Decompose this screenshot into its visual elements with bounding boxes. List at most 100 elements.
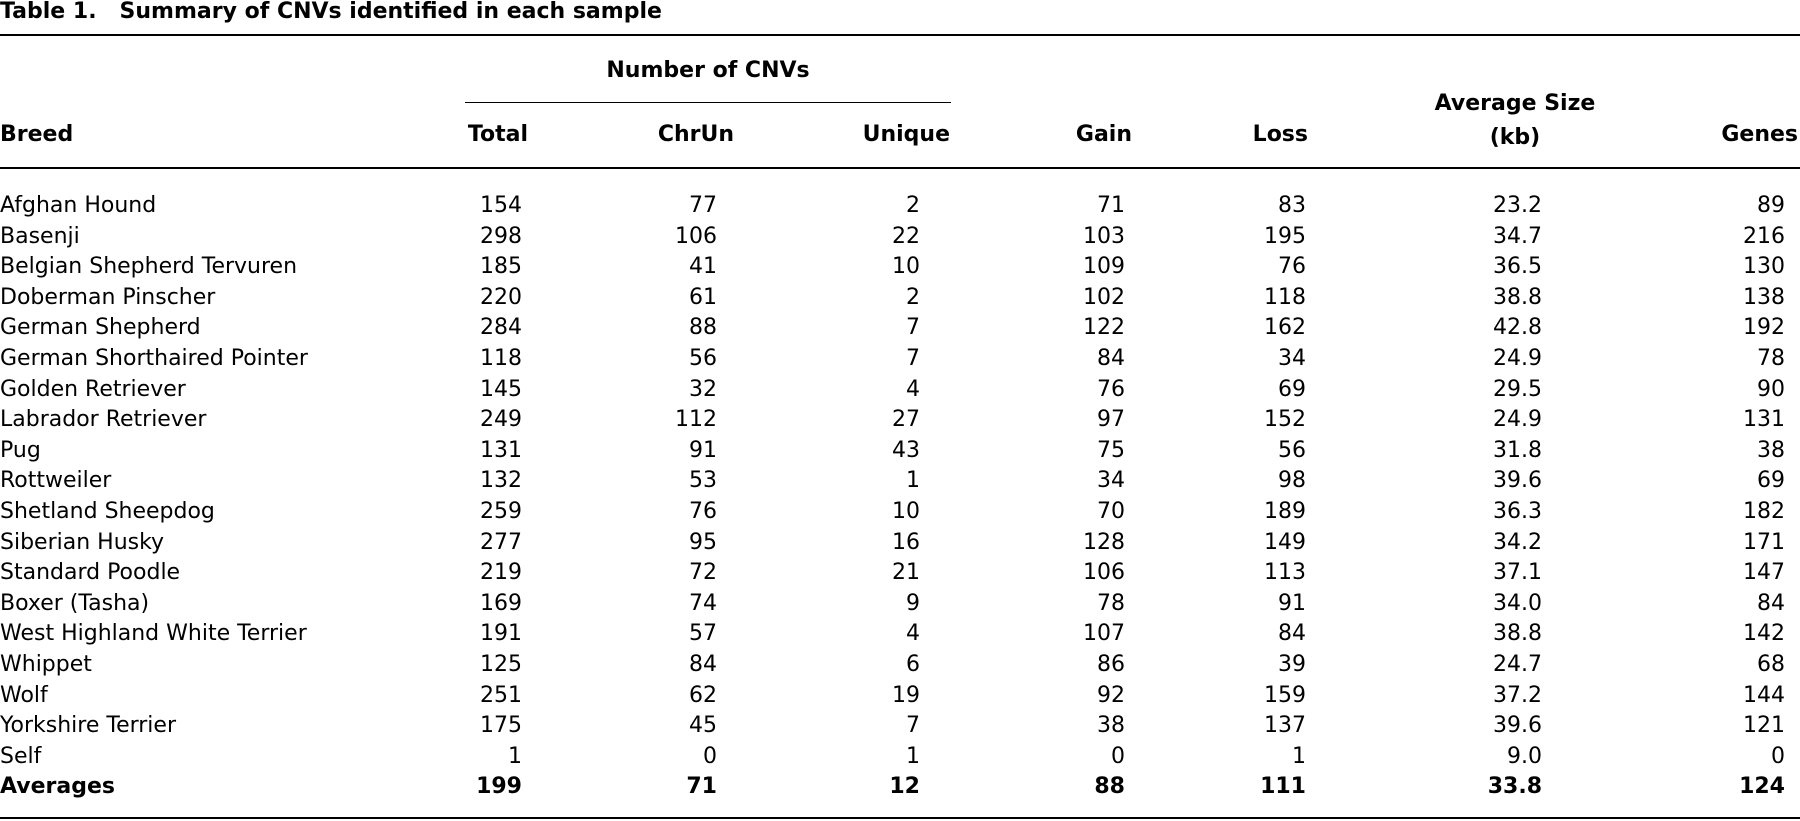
cell: 72	[689, 560, 717, 586]
cell: Doberman Pinscher	[0, 284, 216, 310]
group-header: Number of CNVs	[606, 58, 810, 83]
bottom-rule	[0, 817, 1800, 819]
column-header: Average Size (kb)	[1434, 91, 1596, 150]
cell: 128	[1083, 529, 1125, 555]
cell: Siberian Husky	[0, 529, 165, 555]
cell: 4	[906, 621, 920, 647]
cell: 70	[1097, 499, 1125, 524]
column-header: Loss	[1252, 122, 1308, 147]
cell: 34	[1278, 346, 1306, 371]
cell: 106	[675, 223, 717, 249]
cell: 69	[1757, 468, 1785, 494]
cell: 90	[1757, 376, 1785, 402]
cell: 10	[892, 254, 920, 280]
column-header: Breed	[0, 122, 74, 147]
cell: 27	[892, 407, 920, 433]
cell: 121	[1743, 713, 1785, 739]
cell: 38.8	[1493, 621, 1542, 647]
cell: 57	[689, 621, 717, 647]
cell: 111	[1260, 774, 1306, 800]
cell: 71	[686, 774, 717, 800]
cell: Basenji	[0, 223, 80, 249]
cell: 12	[889, 774, 920, 800]
column-header: Genes	[1721, 122, 1798, 147]
column-header: ChrUn	[657, 122, 734, 147]
cell: 1	[508, 743, 522, 769]
cell: 84	[1097, 346, 1125, 371]
table-label: Table 1. Summary of CNVs identified in e…	[0, 0, 662, 25]
cell: 61	[689, 284, 717, 310]
cell: 68	[1757, 652, 1785, 677]
cell: 1	[906, 468, 920, 494]
cell: 159	[1264, 682, 1306, 708]
cell: 91	[689, 437, 717, 463]
cell: Labrador Retriever	[0, 407, 207, 433]
cell: 56	[689, 346, 717, 371]
cell: 7	[906, 315, 920, 341]
cell: 34	[1097, 468, 1125, 494]
cell: Pug	[0, 437, 41, 463]
cell: 21	[892, 560, 920, 586]
cell: 24.9	[1493, 346, 1542, 371]
cell: Whippet	[0, 652, 92, 677]
table-number: Table 1.	[0, 0, 97, 24]
cell: 36.3	[1493, 499, 1542, 524]
cell: 7	[906, 346, 920, 371]
cell: 220	[480, 284, 522, 310]
cell: 38.8	[1493, 284, 1542, 310]
cell: 89	[1757, 193, 1785, 218]
cell: 132	[480, 468, 522, 494]
cell: 78	[1757, 346, 1785, 371]
cell: 84	[689, 652, 717, 677]
cell: Yorkshire Terrier	[0, 713, 176, 739]
cell: 4	[906, 376, 920, 402]
cell: 199	[476, 774, 522, 800]
cell: 45	[689, 713, 717, 739]
cell: 1	[906, 743, 920, 769]
cell: 34.7	[1493, 223, 1542, 249]
cell: Boxer (Tasha)	[0, 590, 150, 616]
cell: 109	[1083, 254, 1125, 280]
cell: 33.8	[1487, 774, 1542, 800]
cell: 39.6	[1493, 713, 1542, 739]
cell: 142	[1743, 621, 1785, 647]
cell: 98	[1278, 468, 1306, 494]
cell: 92	[1097, 682, 1125, 708]
cell: 145	[480, 376, 522, 402]
cell: 103	[1083, 223, 1125, 249]
cell: 216	[1743, 223, 1785, 249]
cell: Self	[0, 743, 42, 769]
cell: 131	[1743, 407, 1785, 433]
cell: 76	[1097, 376, 1125, 402]
cell: 32	[689, 376, 717, 402]
cell: 77	[689, 193, 717, 218]
header-rule	[0, 167, 1800, 169]
cell: 124	[1739, 774, 1785, 800]
cell: West Highland White Terrier	[0, 621, 307, 647]
cell: German Shepherd	[0, 315, 201, 341]
cell: 97	[1097, 407, 1125, 433]
cell: 102	[1083, 284, 1125, 310]
cell: 118	[1264, 284, 1306, 310]
cell: 84	[1278, 621, 1306, 647]
cell: 154	[480, 193, 522, 218]
cell: 162	[1264, 315, 1306, 341]
cell: 39	[1278, 652, 1306, 677]
cell: 95	[689, 529, 717, 555]
cell: 53	[689, 468, 717, 494]
cell: 9	[906, 590, 920, 616]
cell: 71	[1097, 193, 1125, 218]
cell: 88	[689, 315, 717, 341]
cell: 130	[1743, 254, 1785, 280]
cell: 10	[892, 499, 920, 524]
cell: Averages	[0, 774, 115, 800]
cell: 36.5	[1493, 254, 1542, 280]
cell: 84	[1757, 590, 1785, 616]
cell: Afghan Hound	[0, 193, 157, 218]
cell: 0	[1771, 743, 1785, 769]
cell: Golden Retriever	[0, 376, 186, 402]
cell: 43	[892, 437, 920, 463]
cell: 75	[1097, 437, 1125, 463]
cell: 2	[906, 284, 920, 310]
cell: 112	[675, 407, 717, 433]
